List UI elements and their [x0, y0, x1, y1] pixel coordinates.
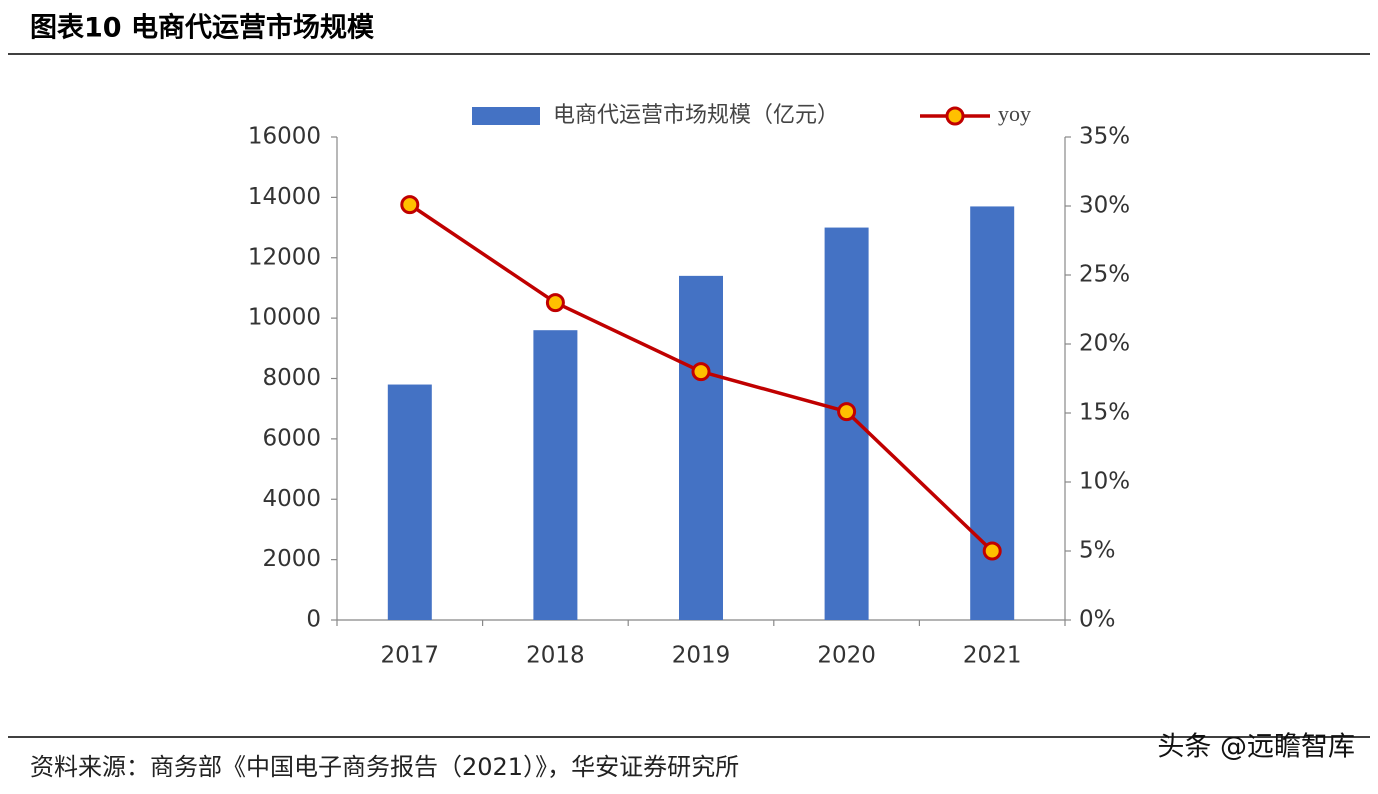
y-tick-label: 4000 — [262, 486, 321, 512]
y2-tick-label: 15% — [1079, 400, 1130, 426]
y-tick-label: 12000 — [248, 244, 321, 270]
y2-tick-label: 5% — [1079, 538, 1116, 564]
y-tick-label: 16000 — [248, 124, 321, 150]
chart-title: 图表10 电商代运营市场规模 — [30, 12, 374, 44]
y2-tick-label: 30% — [1079, 193, 1130, 219]
point — [545, 293, 565, 313]
y-tick-label: 10000 — [248, 305, 321, 331]
x-tick-label: 2019 — [672, 643, 731, 669]
y-tick-label: 14000 — [248, 184, 321, 210]
bar — [533, 330, 578, 620]
y2-tick-label: 25% — [1079, 262, 1130, 288]
bar — [824, 227, 869, 620]
legend-swatch — [945, 106, 965, 126]
legend-label: yoy — [998, 101, 1031, 126]
y-tick-label: 6000 — [262, 425, 321, 451]
y-tick-label: 0 — [306, 607, 321, 633]
x-tick-label: 2021 — [963, 643, 1022, 669]
source-note: 资料来源：商务部《中国电子商务报告（2021）》，华安证券研究所 — [30, 753, 739, 781]
legend-swatch — [472, 107, 540, 125]
x-tick-label: 2017 — [381, 643, 440, 669]
bar — [679, 275, 723, 620]
point — [982, 541, 1002, 561]
y-tick-label: 8000 — [262, 365, 321, 391]
y2-tick-label: 35% — [1079, 124, 1130, 150]
point — [691, 362, 711, 382]
x-tick-label: 2018 — [526, 643, 585, 669]
y2-tick-label: 0% — [1079, 607, 1116, 633]
y-tick-label: 2000 — [262, 546, 321, 572]
x-tick-label: 2020 — [817, 643, 876, 669]
watermark: 头条 @远瞻智库 — [1157, 732, 1355, 763]
point — [400, 195, 420, 215]
bar — [387, 384, 432, 620]
y2-tick-label: 10% — [1079, 469, 1130, 495]
y2-tick-label: 20% — [1079, 331, 1130, 357]
point — [837, 402, 857, 422]
legend-label: 电商代运营市场规模（亿元） — [553, 103, 839, 128]
